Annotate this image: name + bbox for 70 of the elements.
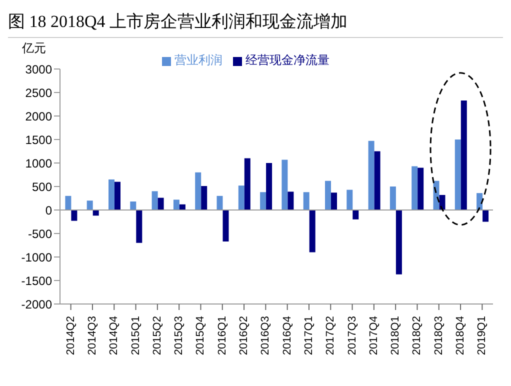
bar	[216, 196, 223, 210]
bar	[244, 158, 250, 210]
bar	[303, 192, 310, 210]
bar	[195, 172, 202, 210]
bar	[86, 200, 93, 210]
y-tick-label: 1000	[25, 156, 52, 170]
x-tick-label: 2016Q1	[216, 316, 228, 356]
x-tick-label: 2014Q2	[64, 316, 77, 356]
x-tick-label: 2014Q3	[86, 316, 98, 356]
bar	[222, 210, 229, 242]
y-tick-label: -1500	[21, 274, 52, 288]
bar	[454, 140, 461, 210]
bar	[71, 210, 78, 221]
x-tick-label: 2015Q2	[151, 316, 164, 356]
x-tick-label: 2014Q4	[108, 316, 120, 356]
bar	[173, 200, 180, 210]
bar	[374, 151, 380, 210]
bar	[460, 100, 467, 210]
bar	[114, 182, 120, 210]
y-tick-label: -500	[28, 226, 52, 241]
legend-label: 经营现金净流量	[246, 53, 330, 67]
x-tick-label: 2017Q2	[324, 316, 337, 356]
bar	[136, 210, 142, 243]
y-tick-label: -2000	[21, 297, 52, 312]
x-tick-label: 2016Q2	[238, 316, 250, 356]
bar	[282, 160, 288, 210]
chart-title: 图 18 2018Q4 上市房企营业利润和现金流增加	[8, 8, 503, 38]
x-tick-label: 2016Q4	[281, 316, 294, 356]
y-tick-label: -1000	[21, 250, 52, 264]
bar	[412, 166, 418, 210]
bar	[324, 180, 331, 210]
legend-label: 营业利润	[174, 53, 222, 67]
y-tick-label: 2500	[25, 86, 52, 100]
bar	[130, 202, 136, 210]
bar	[266, 163, 272, 210]
x-tick-label: 2018Q1	[390, 316, 402, 356]
x-tick-label: 2015Q1	[130, 316, 142, 356]
bar	[309, 210, 316, 252]
y-tick-label: 1500	[25, 132, 52, 147]
bar	[390, 186, 396, 210]
x-tick-label: 2018Q2	[411, 316, 424, 356]
x-tick-label: 2017Q4	[368, 316, 380, 356]
bar	[352, 210, 359, 220]
y-axis-title: 亿元	[22, 40, 46, 57]
bar	[288, 192, 294, 210]
x-tick-label: 2018Q4	[454, 316, 467, 356]
y-tick-label: 2000	[25, 109, 52, 124]
bar	[201, 186, 208, 210]
bar	[65, 196, 72, 210]
x-tick-label: 2015Q3	[173, 316, 186, 356]
bar	[396, 210, 402, 274]
bar	[108, 179, 114, 210]
x-tick-label: 2017Q1	[302, 316, 315, 356]
x-tick-label: 2017Q3	[346, 316, 358, 356]
x-tick-label: 2018Q3	[432, 316, 445, 356]
bar	[152, 191, 158, 210]
x-tick-label: 2015Q4	[194, 316, 207, 356]
bar	[346, 190, 353, 210]
bar	[418, 168, 424, 210]
y-tick-label: 500	[32, 180, 52, 194]
y-tick-label: 3000	[25, 62, 52, 76]
y-tick-label: 0	[45, 203, 52, 218]
bar	[368, 140, 374, 210]
bar	[482, 210, 489, 222]
x-tick-label: 2019Q1	[476, 316, 488, 356]
bar	[330, 192, 337, 210]
bar	[260, 192, 266, 210]
bar	[158, 198, 164, 210]
x-tick-label: 2016Q3	[260, 316, 272, 356]
bar	[238, 186, 244, 210]
